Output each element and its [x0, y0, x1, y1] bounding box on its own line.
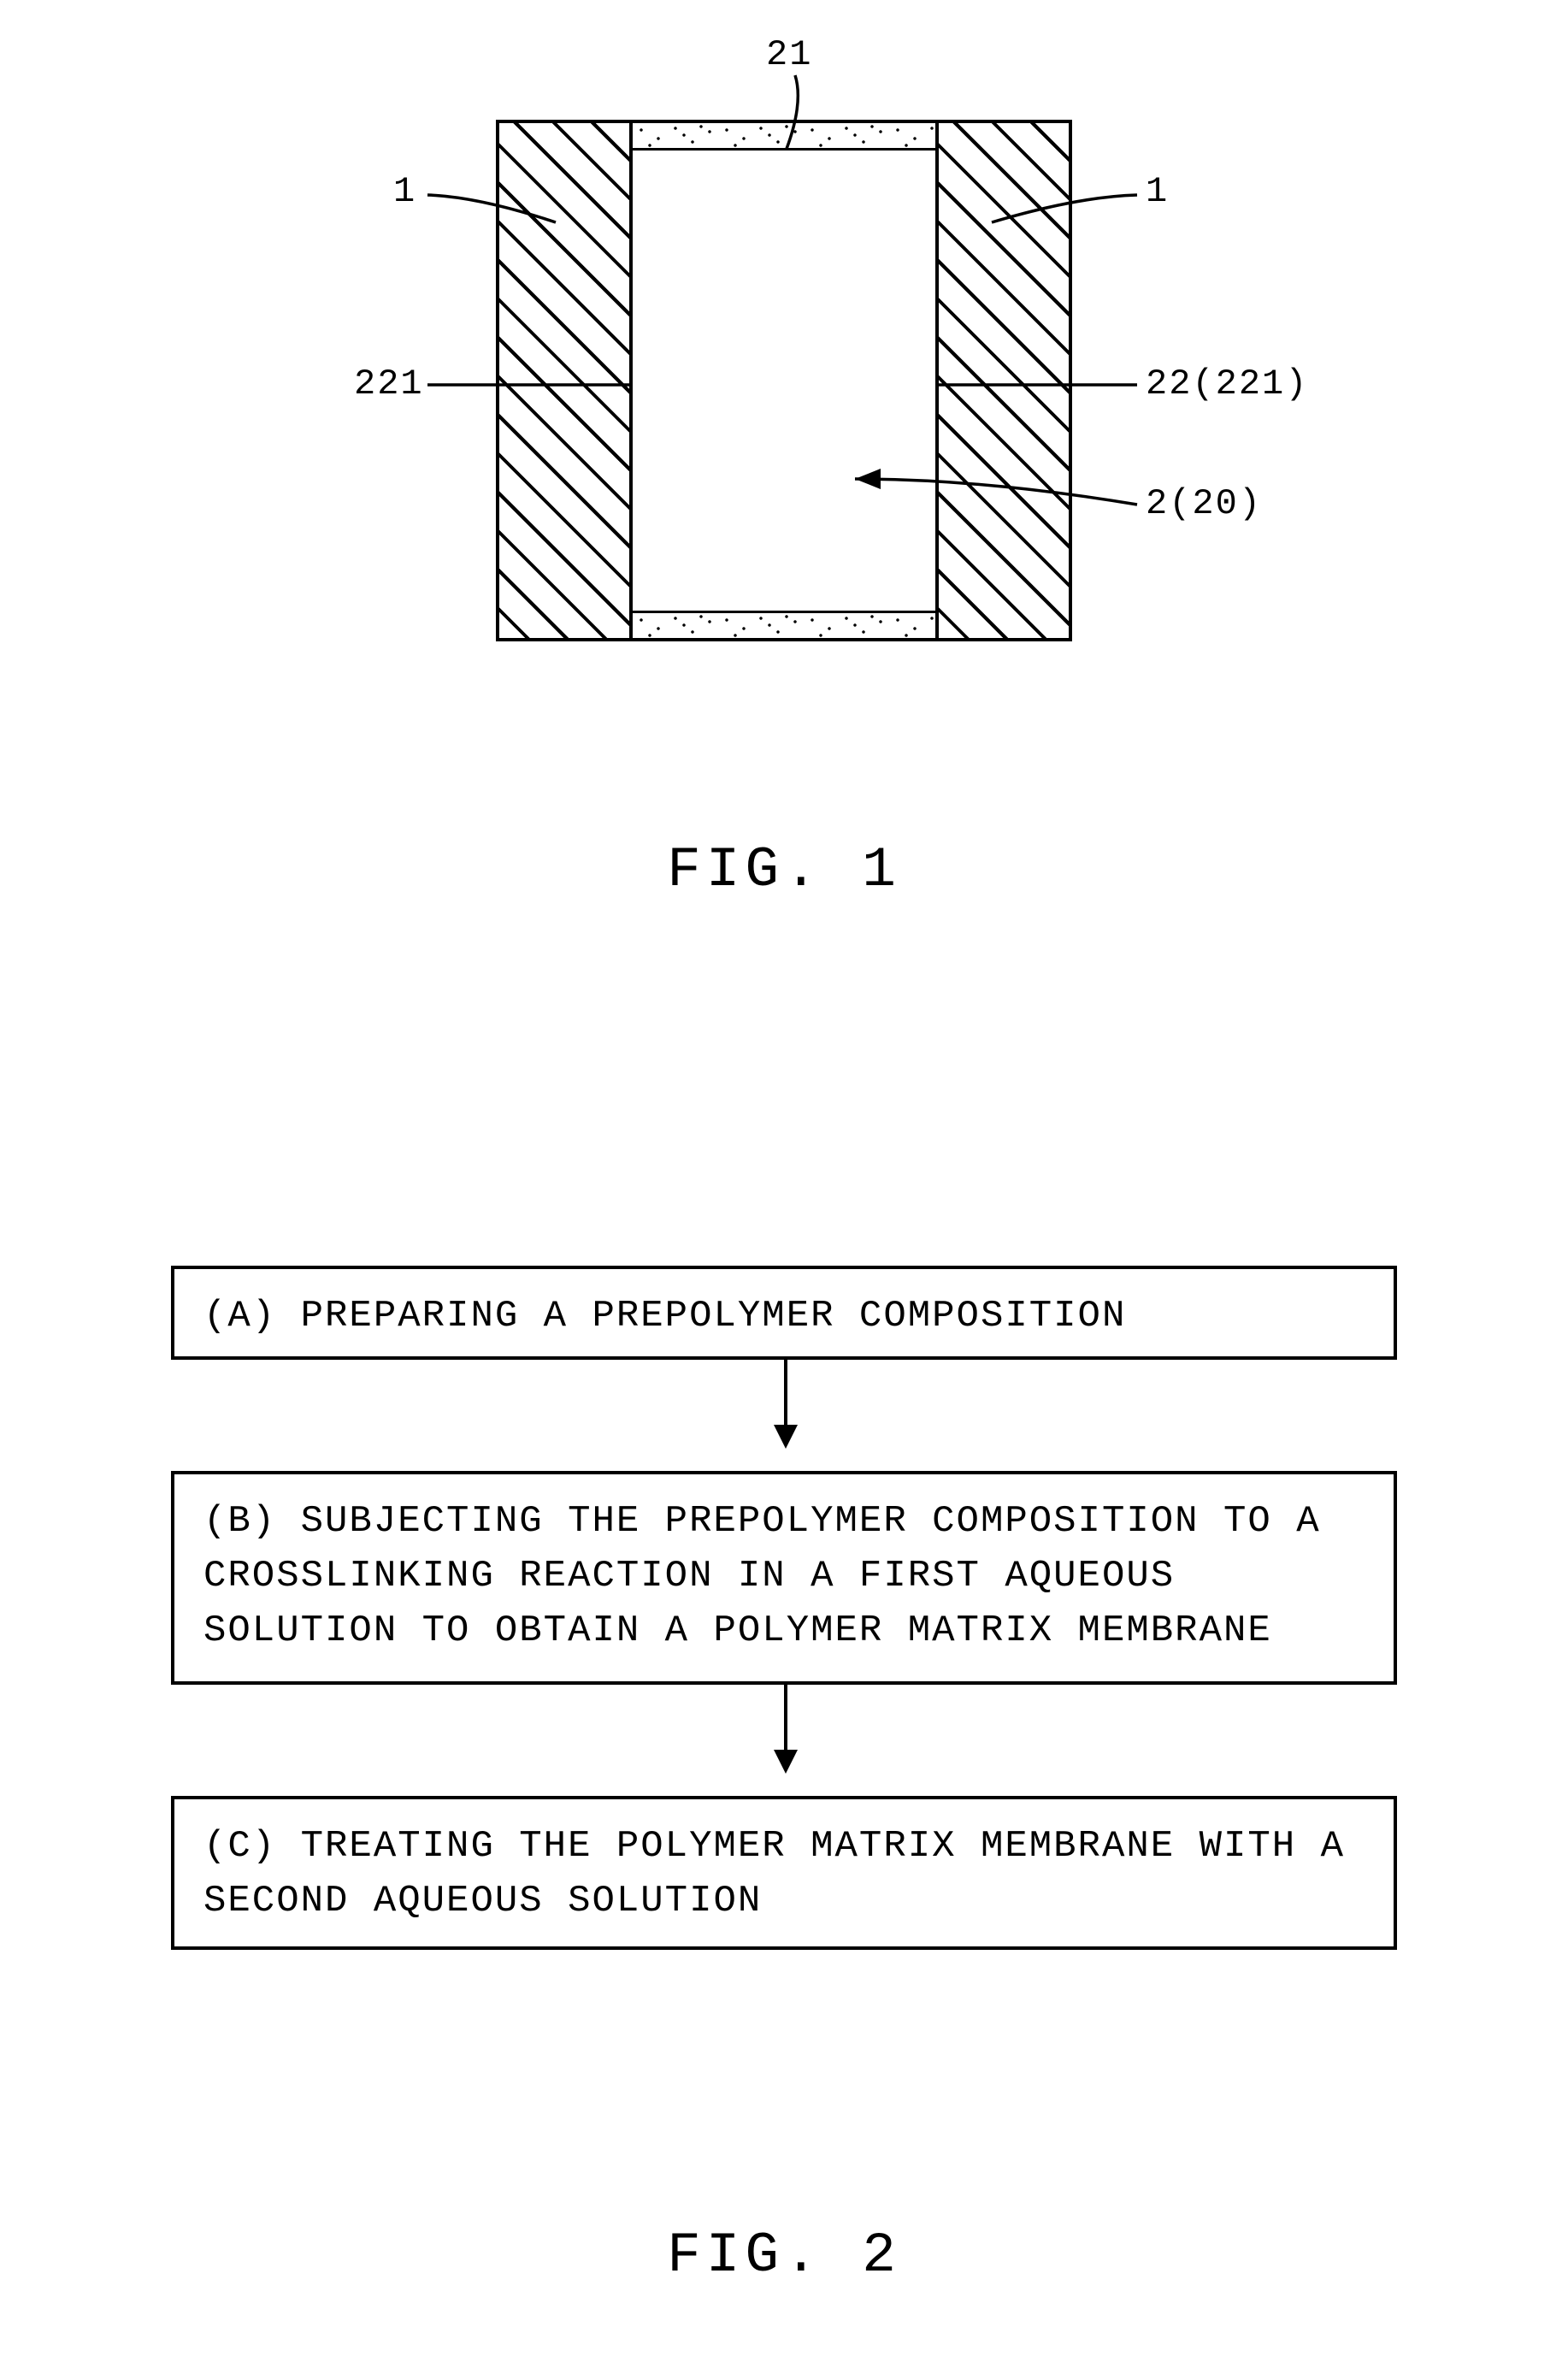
flow-step-c: (C) TREATING THE POLYMER MATRIX MEMBRANE…: [171, 1796, 1397, 1950]
label-21: 21: [766, 34, 812, 75]
label-22-221-right: 22(221): [1146, 363, 1308, 405]
stipple-top: [633, 123, 935, 151]
flow-step-a: (A) PREPARING A PREPOLYMER COMPOSITION: [171, 1266, 1397, 1360]
figure-1: 21 1 1 221 22(221) 2(20) FIG. 1: [0, 0, 1568, 1112]
label-1-right: 1: [1146, 171, 1169, 212]
figure-1-caption: FIG. 1: [667, 838, 901, 902]
cross-section-diagram: [496, 120, 1072, 641]
figure-2-caption: FIG. 2: [667, 2223, 901, 2288]
label-2-20: 2(20): [1146, 483, 1262, 524]
wall-right: [935, 120, 1072, 641]
label-1-left: 1: [393, 171, 416, 212]
figure-2: (A) PREPARING A PREPOLYMER COMPOSITION (…: [0, 1112, 1568, 2374]
flow-step-b: (B) SUBJECTING THE PREPOLYMER COMPOSITIO…: [171, 1471, 1397, 1685]
stipple-bottom: [633, 611, 935, 638]
hatch-pattern-left: [499, 123, 629, 638]
hatch-pattern-right: [939, 123, 1069, 638]
flow-arrow-1: [784, 1360, 787, 1445]
label-221-left: 221: [354, 363, 424, 405]
wall-left: [496, 120, 633, 641]
cavity-region: [633, 120, 935, 641]
flow-arrow-2: [784, 1685, 787, 1770]
